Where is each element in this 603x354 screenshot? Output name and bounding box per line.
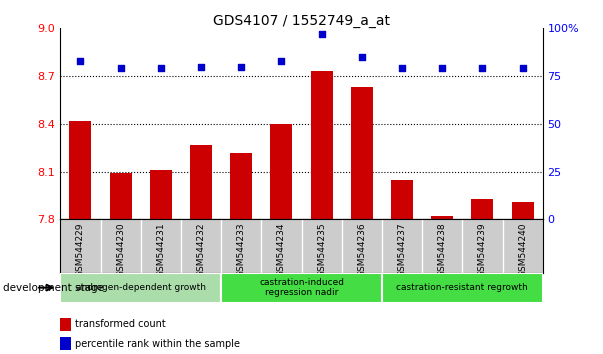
Point [156, 65, 166, 71]
Text: GSM544239: GSM544239 [478, 222, 487, 277]
Text: castration-induced
regression nadir: castration-induced regression nadir [259, 278, 344, 297]
Point [397, 65, 407, 71]
Text: GSM544236: GSM544236 [358, 222, 366, 277]
Text: GSM544240: GSM544240 [518, 222, 527, 276]
Bar [311, 71, 333, 219]
Text: androgen-dependent growth: androgen-dependent growth [76, 283, 206, 292]
Point [236, 64, 246, 69]
Bar [270, 124, 292, 219]
Point [357, 54, 367, 60]
Text: percentile rank within the sample: percentile rank within the sample [75, 339, 241, 349]
Point [478, 65, 487, 71]
Text: GSM544237: GSM544237 [397, 222, 406, 277]
Bar [382, 273, 543, 303]
Point [196, 64, 206, 69]
Bar [391, 179, 413, 219]
Text: GSM544231: GSM544231 [156, 222, 165, 277]
Text: GSM544235: GSM544235 [317, 222, 326, 277]
Bar [150, 170, 172, 219]
Bar [511, 202, 534, 219]
Text: GDS4107 / 1552749_a_at: GDS4107 / 1552749_a_at [213, 14, 390, 28]
Bar [221, 273, 382, 303]
Text: GSM544229: GSM544229 [76, 222, 85, 276]
Bar [110, 173, 131, 219]
Point [518, 65, 528, 71]
Text: GSM544238: GSM544238 [438, 222, 447, 277]
Point [317, 31, 326, 37]
Text: GSM544233: GSM544233 [237, 222, 245, 277]
Bar [69, 121, 92, 219]
Point [277, 58, 286, 64]
Bar [190, 145, 212, 219]
Bar [351, 87, 373, 219]
Bar [472, 199, 493, 219]
Text: GSM544234: GSM544234 [277, 222, 286, 276]
Point [437, 65, 447, 71]
Point [75, 58, 85, 64]
Text: development stage: development stage [3, 282, 104, 293]
Text: castration-resistant regrowth: castration-resistant regrowth [396, 283, 528, 292]
Text: GSM544232: GSM544232 [197, 222, 206, 276]
Bar [60, 273, 221, 303]
Point [116, 65, 125, 71]
Bar [230, 153, 252, 219]
Text: GSM544230: GSM544230 [116, 222, 125, 277]
Text: transformed count: transformed count [75, 319, 166, 329]
Bar [431, 216, 453, 219]
